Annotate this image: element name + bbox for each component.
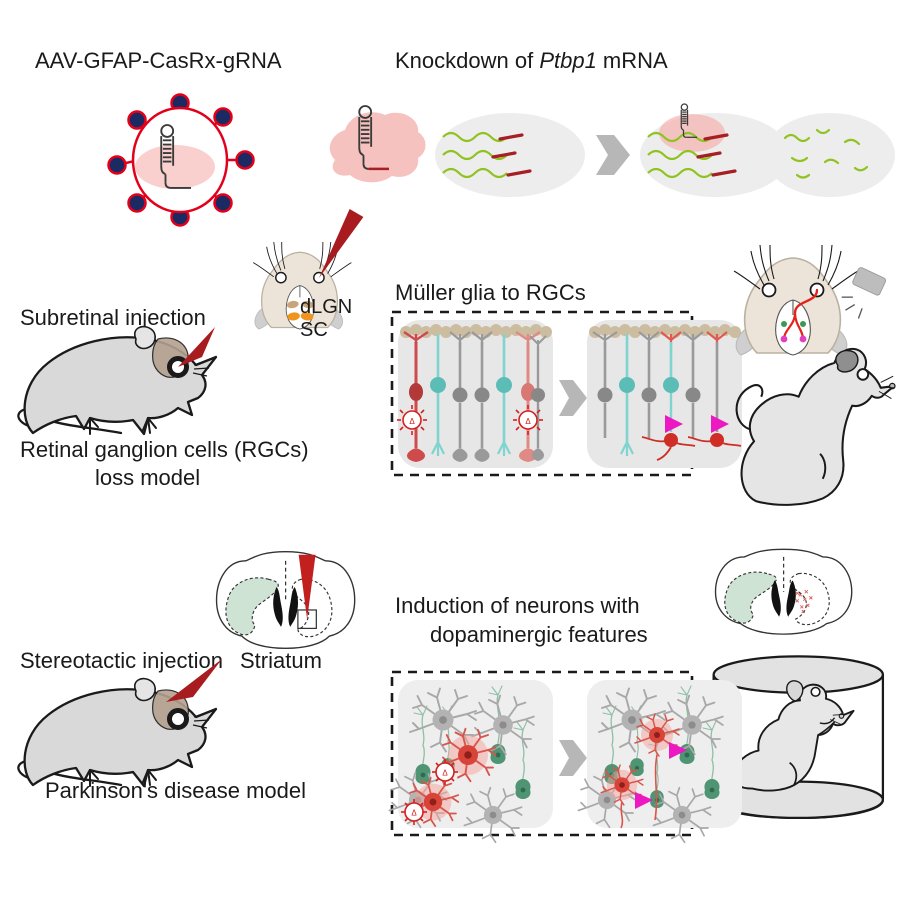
svg-text:Δ: Δ (525, 417, 531, 426)
svg-text:Δ: Δ (409, 417, 415, 426)
